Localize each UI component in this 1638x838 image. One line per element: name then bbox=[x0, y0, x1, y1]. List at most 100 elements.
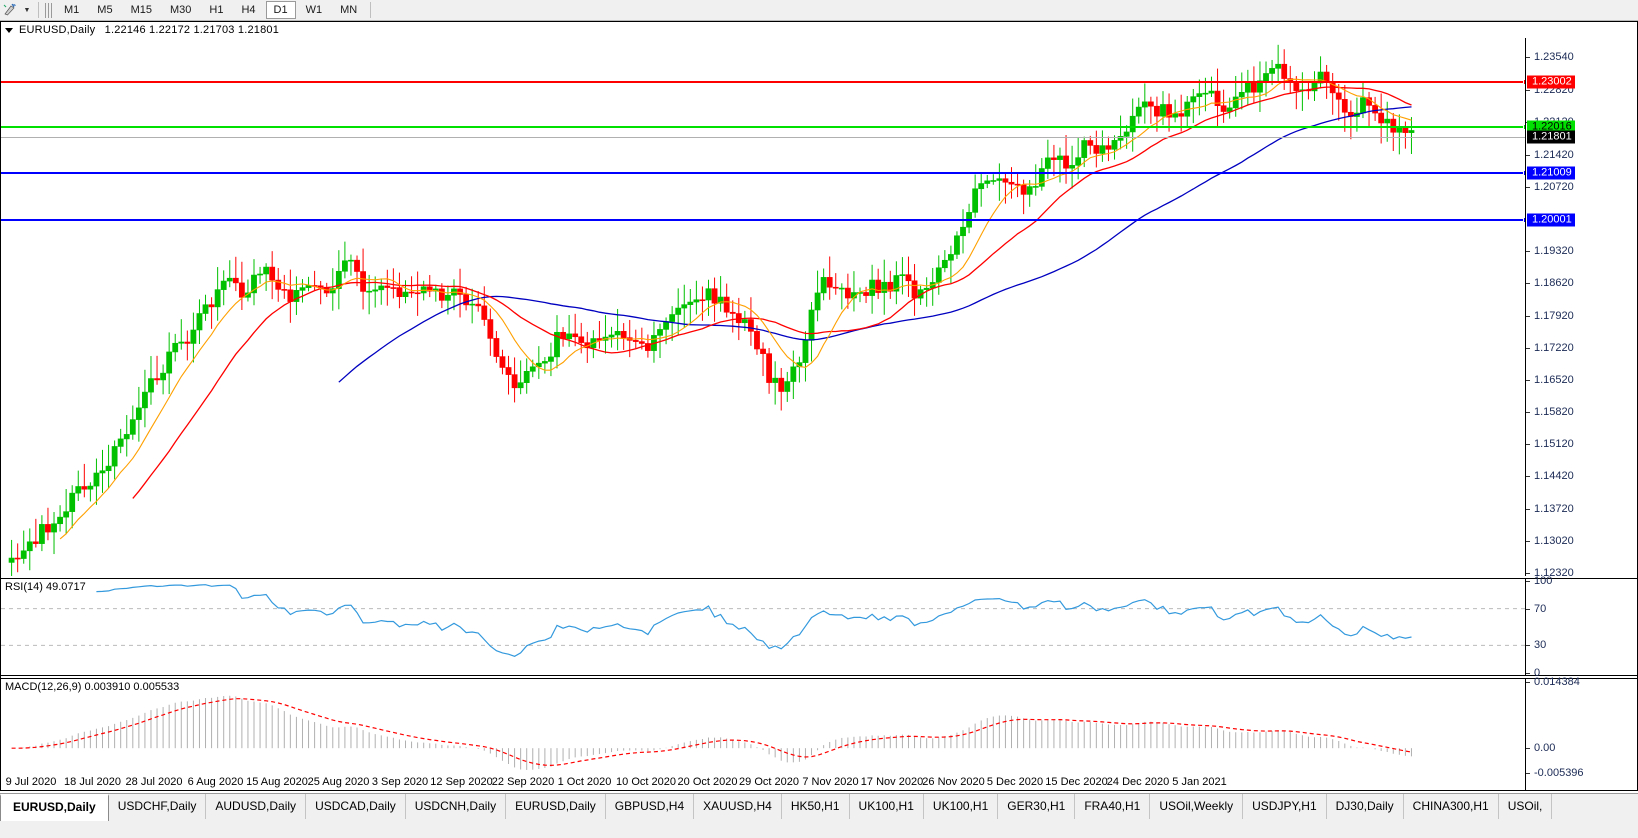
rsi-axis-tick-label: 30 bbox=[1534, 639, 1547, 652]
main-toolbar: ▼ M1 M5 M15 M30 H1 H4 D1 W1 MN bbox=[0, 0, 1638, 21]
chart-tab-1[interactable]: USDCHF,Daily bbox=[109, 794, 207, 819]
macd-axis-tick-label: 0.00 bbox=[1534, 742, 1556, 755]
date-axis: 9 Jul 2020 18 Jul 2020 28 Jul 2020 6 Aug 20… bbox=[1, 776, 1525, 790]
price-level-line-1.21009[interactable] bbox=[1, 170, 1525, 177]
macd-pane[interactable]: MACD(12,26,9) 0.003910 0.005533 0.014384… bbox=[1, 676, 1637, 779]
toolbar-dropdown-caret-icon[interactable]: ▼ bbox=[23, 6, 31, 14]
date-axis-label: 29 Oct 2020 bbox=[739, 776, 799, 788]
timeframe-button-h1[interactable]: H1 bbox=[209, 4, 224, 16]
price-level-handle[interactable] bbox=[1523, 216, 1525, 223]
timeframe-button-m5[interactable]: M5 bbox=[97, 4, 113, 16]
chart-tab-2[interactable]: AUDUSD,Daily bbox=[206, 794, 307, 819]
price-axis-tick bbox=[1526, 186, 1530, 188]
price-axis-tick bbox=[1526, 476, 1530, 478]
price-level-handle[interactable] bbox=[1523, 170, 1525, 177]
timeframe-button-w1[interactable]: W1 bbox=[305, 4, 323, 16]
chart-tab-14[interactable]: USDJPY,H1 bbox=[1243, 794, 1327, 819]
chart-tab-0[interactable]: EURUSD,Daily bbox=[0, 794, 109, 821]
crosshair-cursor-icon[interactable] bbox=[0, 1, 20, 19]
price-axis-tick bbox=[1526, 154, 1530, 156]
chart-window[interactable]: EURUSD,Daily 1.22146 1.22172 1.21703 1.2… bbox=[0, 21, 1638, 791]
chart-collapse-caret-icon[interactable] bbox=[5, 27, 13, 33]
date-axis-label: 24 Dec 2020 bbox=[1106, 776, 1170, 788]
macd-plot-area[interactable] bbox=[1, 679, 1525, 776]
timeframe-button-h4[interactable]: H4 bbox=[241, 4, 256, 16]
macd-signal-line bbox=[11, 698, 1412, 767]
moving-average-line bbox=[59, 78, 1412, 540]
date-axis-label: 25 Aug 2020 bbox=[307, 776, 370, 788]
date-axis-label: 15 Aug 2020 bbox=[246, 776, 308, 788]
date-axis-label: 17 Nov 2020 bbox=[860, 776, 924, 788]
chart-tab-7[interactable]: XAUUSD,H4 bbox=[694, 794, 782, 819]
date-axis-label: 22 Sep 2020 bbox=[491, 776, 555, 788]
price-plot-area[interactable] bbox=[1, 38, 1525, 576]
price-axis-tick-label: 1.21420 bbox=[1534, 148, 1574, 161]
timeframe-button-m30[interactable]: M30 bbox=[169, 4, 192, 16]
price-axis-tick bbox=[1526, 315, 1530, 317]
timeframe-button-d1[interactable]: D1 bbox=[265, 1, 296, 19]
price-axis-tick-label: 1.17220 bbox=[1534, 341, 1574, 354]
price-axis-tick bbox=[1526, 57, 1530, 59]
rsi-axis-tick-label: 100 bbox=[1534, 575, 1553, 587]
timeframe-button-m1[interactable]: M1 bbox=[64, 4, 80, 16]
macd-histogram bbox=[17, 695, 1412, 770]
date-axis-label: 7 Nov 2020 bbox=[802, 776, 859, 788]
chart-tab-10[interactable]: UK100,H1 bbox=[924, 794, 999, 819]
price-axis-tick-label: 1.15120 bbox=[1534, 438, 1574, 451]
price-axis-tick-label: 1.12320 bbox=[1534, 567, 1574, 579]
chart-tab-11[interactable]: GER30,H1 bbox=[998, 794, 1076, 819]
price-axis[interactable]: 1.235401.228201.221201.214201.207201.193… bbox=[1525, 38, 1637, 579]
macd-axis-tick bbox=[1526, 773, 1530, 774]
chart-tab-12[interactable]: FRA40,H1 bbox=[1075, 794, 1151, 819]
price-level-line-1.23002[interactable] bbox=[1, 78, 1525, 85]
date-axis-label: 26 Nov 2020 bbox=[922, 776, 985, 788]
macd-chart-svg bbox=[11, 695, 1412, 770]
chart-tab-3[interactable]: USDCAD,Daily bbox=[306, 794, 406, 819]
moving-average-line bbox=[338, 106, 1412, 383]
price-axis-tick-label: 1.14420 bbox=[1534, 470, 1574, 483]
rsi-plot-area[interactable] bbox=[1, 579, 1525, 675]
candlesticks bbox=[8, 44, 1415, 576]
rsi-pane[interactable]: RSI(14) 49.0717 100 70 30 0 bbox=[1, 575, 1637, 679]
chart-tab-6[interactable]: GBPUSD,H4 bbox=[606, 794, 695, 819]
chart-tab-13[interactable]: USOil,Weekly bbox=[1150, 794, 1244, 819]
timeframe-button-m15[interactable]: M15 bbox=[130, 4, 152, 16]
toolbar-drag-handle[interactable] bbox=[45, 2, 52, 18]
price-axis-tick bbox=[1526, 444, 1530, 446]
chart-tab-9[interactable]: UK100,H1 bbox=[850, 794, 924, 819]
price-tag-resistance-line[interactable]: 1.23002 bbox=[1527, 75, 1575, 89]
price-axis-tick-label: 1.20720 bbox=[1534, 180, 1574, 193]
price-tag-last-price[interactable]: 1.21801 bbox=[1527, 130, 1575, 144]
price-axis-tick bbox=[1526, 379, 1530, 381]
chart-tab-17[interactable]: USOil, bbox=[1499, 794, 1553, 819]
rsi-axis-tick bbox=[1526, 608, 1530, 610]
price-axis-tick-label: 1.18620 bbox=[1534, 277, 1574, 290]
macd-axis-tick bbox=[1526, 748, 1530, 750]
date-axis-label: 15 Dec 2020 bbox=[1045, 776, 1108, 788]
timeframe-button-mn[interactable]: MN bbox=[340, 4, 358, 16]
chart-tab-5[interactable]: EURUSD,Daily bbox=[506, 794, 606, 819]
price-pane[interactable]: 1.235401.228201.221201.214201.207201.193… bbox=[1, 38, 1637, 579]
chart-tabs-bar[interactable]: EURUSD,Daily USDCHF,Daily AUDUSD,Daily USDC… bbox=[0, 793, 1638, 838]
date-axis-label: 28 Jul 2020 bbox=[125, 776, 183, 788]
chart-tab-8[interactable]: HK50,H1 bbox=[782, 794, 850, 819]
chart-tab-15[interactable]: DJ30,Daily bbox=[1327, 794, 1404, 819]
macd-axis: 0.014384 0.00 -0.005396 bbox=[1525, 676, 1637, 779]
price-level-handle[interactable] bbox=[1523, 124, 1525, 131]
price-tag-level-line[interactable]: 1.20001 bbox=[1527, 213, 1575, 227]
toolbar-divider bbox=[38, 2, 39, 18]
toolbar-divider-2 bbox=[370, 2, 372, 18]
date-axis-label: 3 Sep 2020 bbox=[371, 776, 429, 788]
rsi-axis-tick-label: 0 bbox=[1534, 667, 1541, 679]
price-level-line-1.22016[interactable] bbox=[1, 124, 1525, 131]
price-tag-level-line[interactable]: 1.21009 bbox=[1527, 166, 1575, 180]
rsi-axis-tick bbox=[1526, 581, 1530, 582]
price-tag-support-line[interactable]: 1.22016 bbox=[1527, 120, 1575, 134]
price-level-handle[interactable] bbox=[1523, 78, 1525, 85]
price-axis-tick bbox=[1526, 251, 1530, 253]
chart-tab-16[interactable]: CHINA300,H1 bbox=[1404, 794, 1499, 819]
chart-tab-4[interactable]: USDCNH,Daily bbox=[406, 794, 507, 819]
price-axis-tick bbox=[1526, 508, 1530, 510]
price-axis-tick bbox=[1526, 540, 1530, 542]
price-level-line-1.20001[interactable] bbox=[1, 216, 1525, 223]
